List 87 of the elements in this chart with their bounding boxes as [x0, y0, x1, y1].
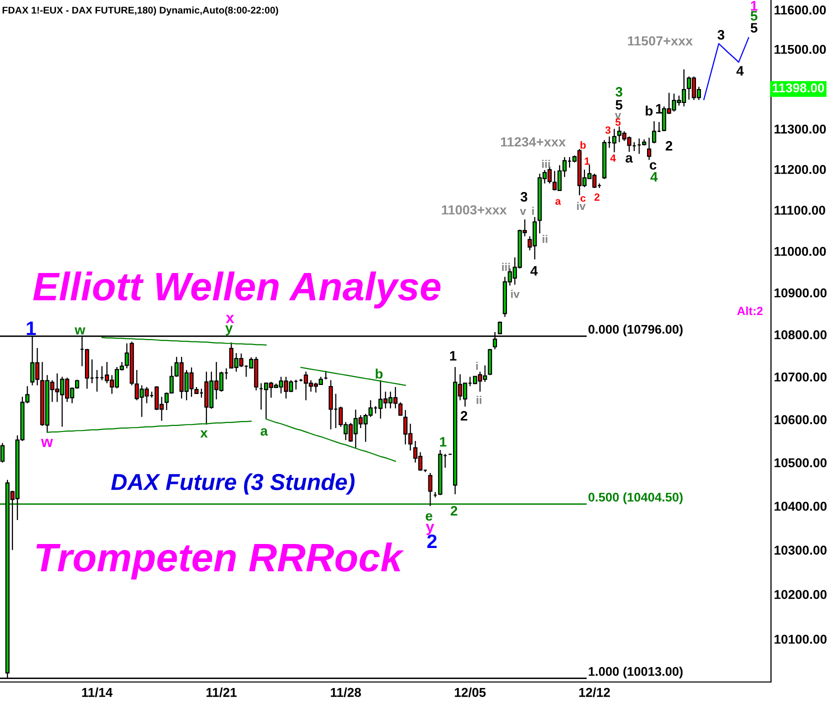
annotation: w [41, 438, 53, 447]
annotation: c [580, 196, 586, 202]
annotation: b [646, 106, 653, 116]
annotation: iv [511, 290, 520, 298]
annotation: 4 [530, 266, 538, 276]
candlestick [652, 120, 656, 144]
annotation: 11507+xxx [628, 36, 693, 46]
ref-line-label: 0.000 (10796.00) [588, 324, 683, 336]
annotation: 3 [520, 192, 528, 202]
annotation: 3 [605, 126, 611, 134]
y-tick-label: 10100.00 [774, 634, 827, 644]
annotation: a [626, 155, 633, 163]
annotation: iii [542, 160, 550, 168]
y-tick-label: 10600.00 [774, 415, 827, 424]
annotation: a [260, 428, 268, 436]
annotation: 3 [616, 87, 622, 97]
y-tick-label: 11000.00 [774, 246, 826, 256]
annotation: 2 [460, 411, 468, 421]
annotation: ii [476, 396, 482, 404]
annotation: y [225, 325, 233, 336]
annotation: 4 [736, 66, 744, 76]
annotation: x [200, 430, 208, 438]
annotation: 1 [26, 322, 36, 336]
annotation: a [555, 199, 561, 205]
ref-line-label: 0.500 (10404.50) [588, 492, 683, 504]
x-tick-label: 12/05 [454, 688, 486, 698]
candlestick [647, 137, 652, 160]
y-tick-label: 11600.00 [774, 5, 826, 15]
candlestick [612, 128, 616, 153]
annotation: b [376, 368, 383, 379]
x-tick-label: 11/14 [82, 688, 113, 698]
y-tick-label: 10200.00 [774, 590, 827, 600]
annotation: i [476, 362, 478, 370]
annotation: Alt:2 [737, 306, 763, 316]
annotation: iv [577, 202, 586, 210]
annotation: 1 [440, 437, 446, 447]
annotation: 5 [750, 23, 758, 33]
annotation: 2 [427, 534, 437, 548]
annotation: e [426, 513, 432, 521]
x-tick-label: 12/12 [579, 688, 610, 698]
x-tick-label: 11/28 [330, 688, 361, 698]
annotation: 11003+xxx [442, 205, 507, 215]
annotation: 4 [610, 154, 616, 162]
y-tick-label: 11500.00 [774, 44, 826, 54]
candlestick [428, 472, 432, 507]
y-tick-label: 10400.00 [774, 502, 827, 511]
candlestick [0, 442, 5, 464]
annotation: c [650, 162, 656, 170]
annotation: Trompeten RRRock [36, 542, 404, 580]
annotation: v [614, 113, 622, 119]
annotation: x [226, 314, 234, 323]
y-tick-label: 10800.00 [774, 330, 827, 340]
text: FDAX 1!-EUX - DAX FUTURE,180) Dynamic,Auto(8:00-22:00) [2, 6, 278, 16]
y-tick-label: 10300.00 [774, 546, 827, 555]
annotation: Elliott Wellen Analyse [33, 272, 440, 308]
annotation: 2 [450, 506, 458, 516]
annotation: DAX Future (3 Stunde) [111, 473, 355, 495]
annotation: v [520, 209, 526, 215]
annotation: 1 [751, 1, 758, 11]
annotation: 1 [584, 158, 590, 165]
y-tick-label: 11100.00 [774, 206, 826, 215]
y-tick-label: 10500.00 [774, 458, 827, 468]
y-tick-label: 11300.00 [774, 124, 826, 134]
annotation: w [74, 327, 86, 335]
annotation: 2 [594, 193, 600, 201]
line-series [101, 336, 267, 346]
annotation: b [580, 141, 586, 149]
annotation: y [426, 524, 434, 536]
annotation: 4 [650, 172, 658, 182]
annotation: iii [502, 262, 510, 271]
x-tick-label: 11/21 [206, 688, 237, 698]
annotation: 1 [656, 104, 662, 114]
y-tick-label: 10900.00 [774, 288, 827, 298]
annotation: 5 [615, 118, 621, 126]
annotation: ii [542, 234, 548, 243]
y-tick-label: 11200.00 [774, 164, 826, 174]
line-series [300, 366, 406, 386]
annotation: i [532, 206, 534, 215]
annotation: 2 [666, 141, 672, 151]
annotation: 11234+xxx [500, 137, 566, 147]
text: 11398.00 [772, 83, 824, 92]
ref-line-label: 1.000 (10013.00) [588, 666, 683, 678]
annotation: 1 [450, 351, 456, 361]
annotation: 3 [718, 30, 724, 40]
annotation: 5 [616, 100, 622, 110]
y-tick-label: 10700.00 [774, 372, 827, 382]
annotation: 5 [750, 11, 758, 21]
